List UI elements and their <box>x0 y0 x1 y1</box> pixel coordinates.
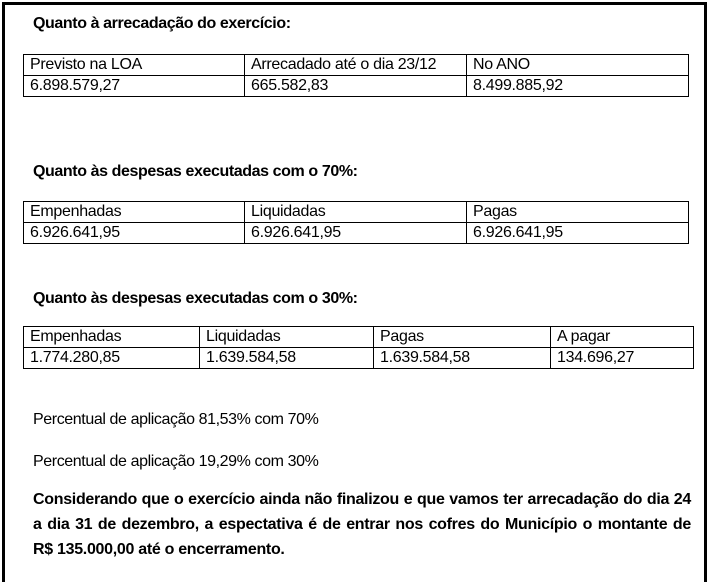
table-cell: 6.898.579,27 <box>23 75 245 97</box>
table-cell: 134.696,27 <box>550 347 694 369</box>
table-cell: 665.582,83 <box>244 75 467 97</box>
table-cell: No ANO <box>466 54 689 76</box>
heading: Quanto à arrecadação do exercício: <box>33 15 291 32</box>
table-header: Previsto na LOA Arrecadado até o dia 23/1… <box>23 54 689 76</box>
table-cell: Liquidadas <box>199 326 374 348</box>
table-row: 6.898.579,27 665.582,83 8.499.885,92 <box>23 75 689 97</box>
table-cell: Pagas <box>373 326 551 348</box>
table-cell: 8.499.885,92 <box>466 75 689 97</box>
table-cell: Arrecadado até o dia 23/12 <box>244 54 467 76</box>
table-cell: 1.639.584,58 <box>199 347 374 369</box>
table-row: 1.774.280,85 1.639.584,58 1.639.584,58 134.… <box>23 347 694 369</box>
table: Empenhadas Liquidadas Pagas 6.926.641,95 6.9… <box>23 201 689 244</box>
table-row: 6.926.641,95 6.926.641,95 6.926.641,95 <box>23 222 689 244</box>
table: Previsto na LOA Arrecadado até o dia 23/1… <box>23 54 689 97</box>
table-cell: 1.774.280,85 <box>23 347 200 369</box>
table-cell: 1.639.584,58 <box>373 347 551 369</box>
heading: Quanto às despesas executadas com o 70%: <box>33 163 358 180</box>
table-cell: Previsto na LOA <box>23 54 245 76</box>
table-cell: Empenhadas <box>23 201 245 223</box>
table-cell: Empenhadas <box>23 326 200 348</box>
text: Percentual de aplicação 19,29% com 30% <box>33 453 319 470</box>
heading: Quanto às despesas executadas com o 30%: <box>33 290 358 307</box>
text: Percentual de aplicação 81,53% com 70% <box>33 411 319 428</box>
table-cell: A pagar <box>550 326 694 348</box>
table-cell: 6.926.641,95 <box>466 222 689 244</box>
table-cell: 6.926.641,95 <box>23 222 245 244</box>
table-cell: Pagas <box>466 201 689 223</box>
table-cell: 6.926.641,95 <box>244 222 467 244</box>
table-header: Empenhadas Liquidadas Pagas <box>23 201 689 223</box>
table: Empenhadas Liquidadas Pagas A pagar 1.774.28… <box>23 326 694 369</box>
table-cell: Liquidadas <box>244 201 467 223</box>
paragraph: Considerando que o exercício ainda não f… <box>33 491 691 558</box>
table-header: Empenhadas Liquidadas Pagas A pagar <box>23 326 694 348</box>
